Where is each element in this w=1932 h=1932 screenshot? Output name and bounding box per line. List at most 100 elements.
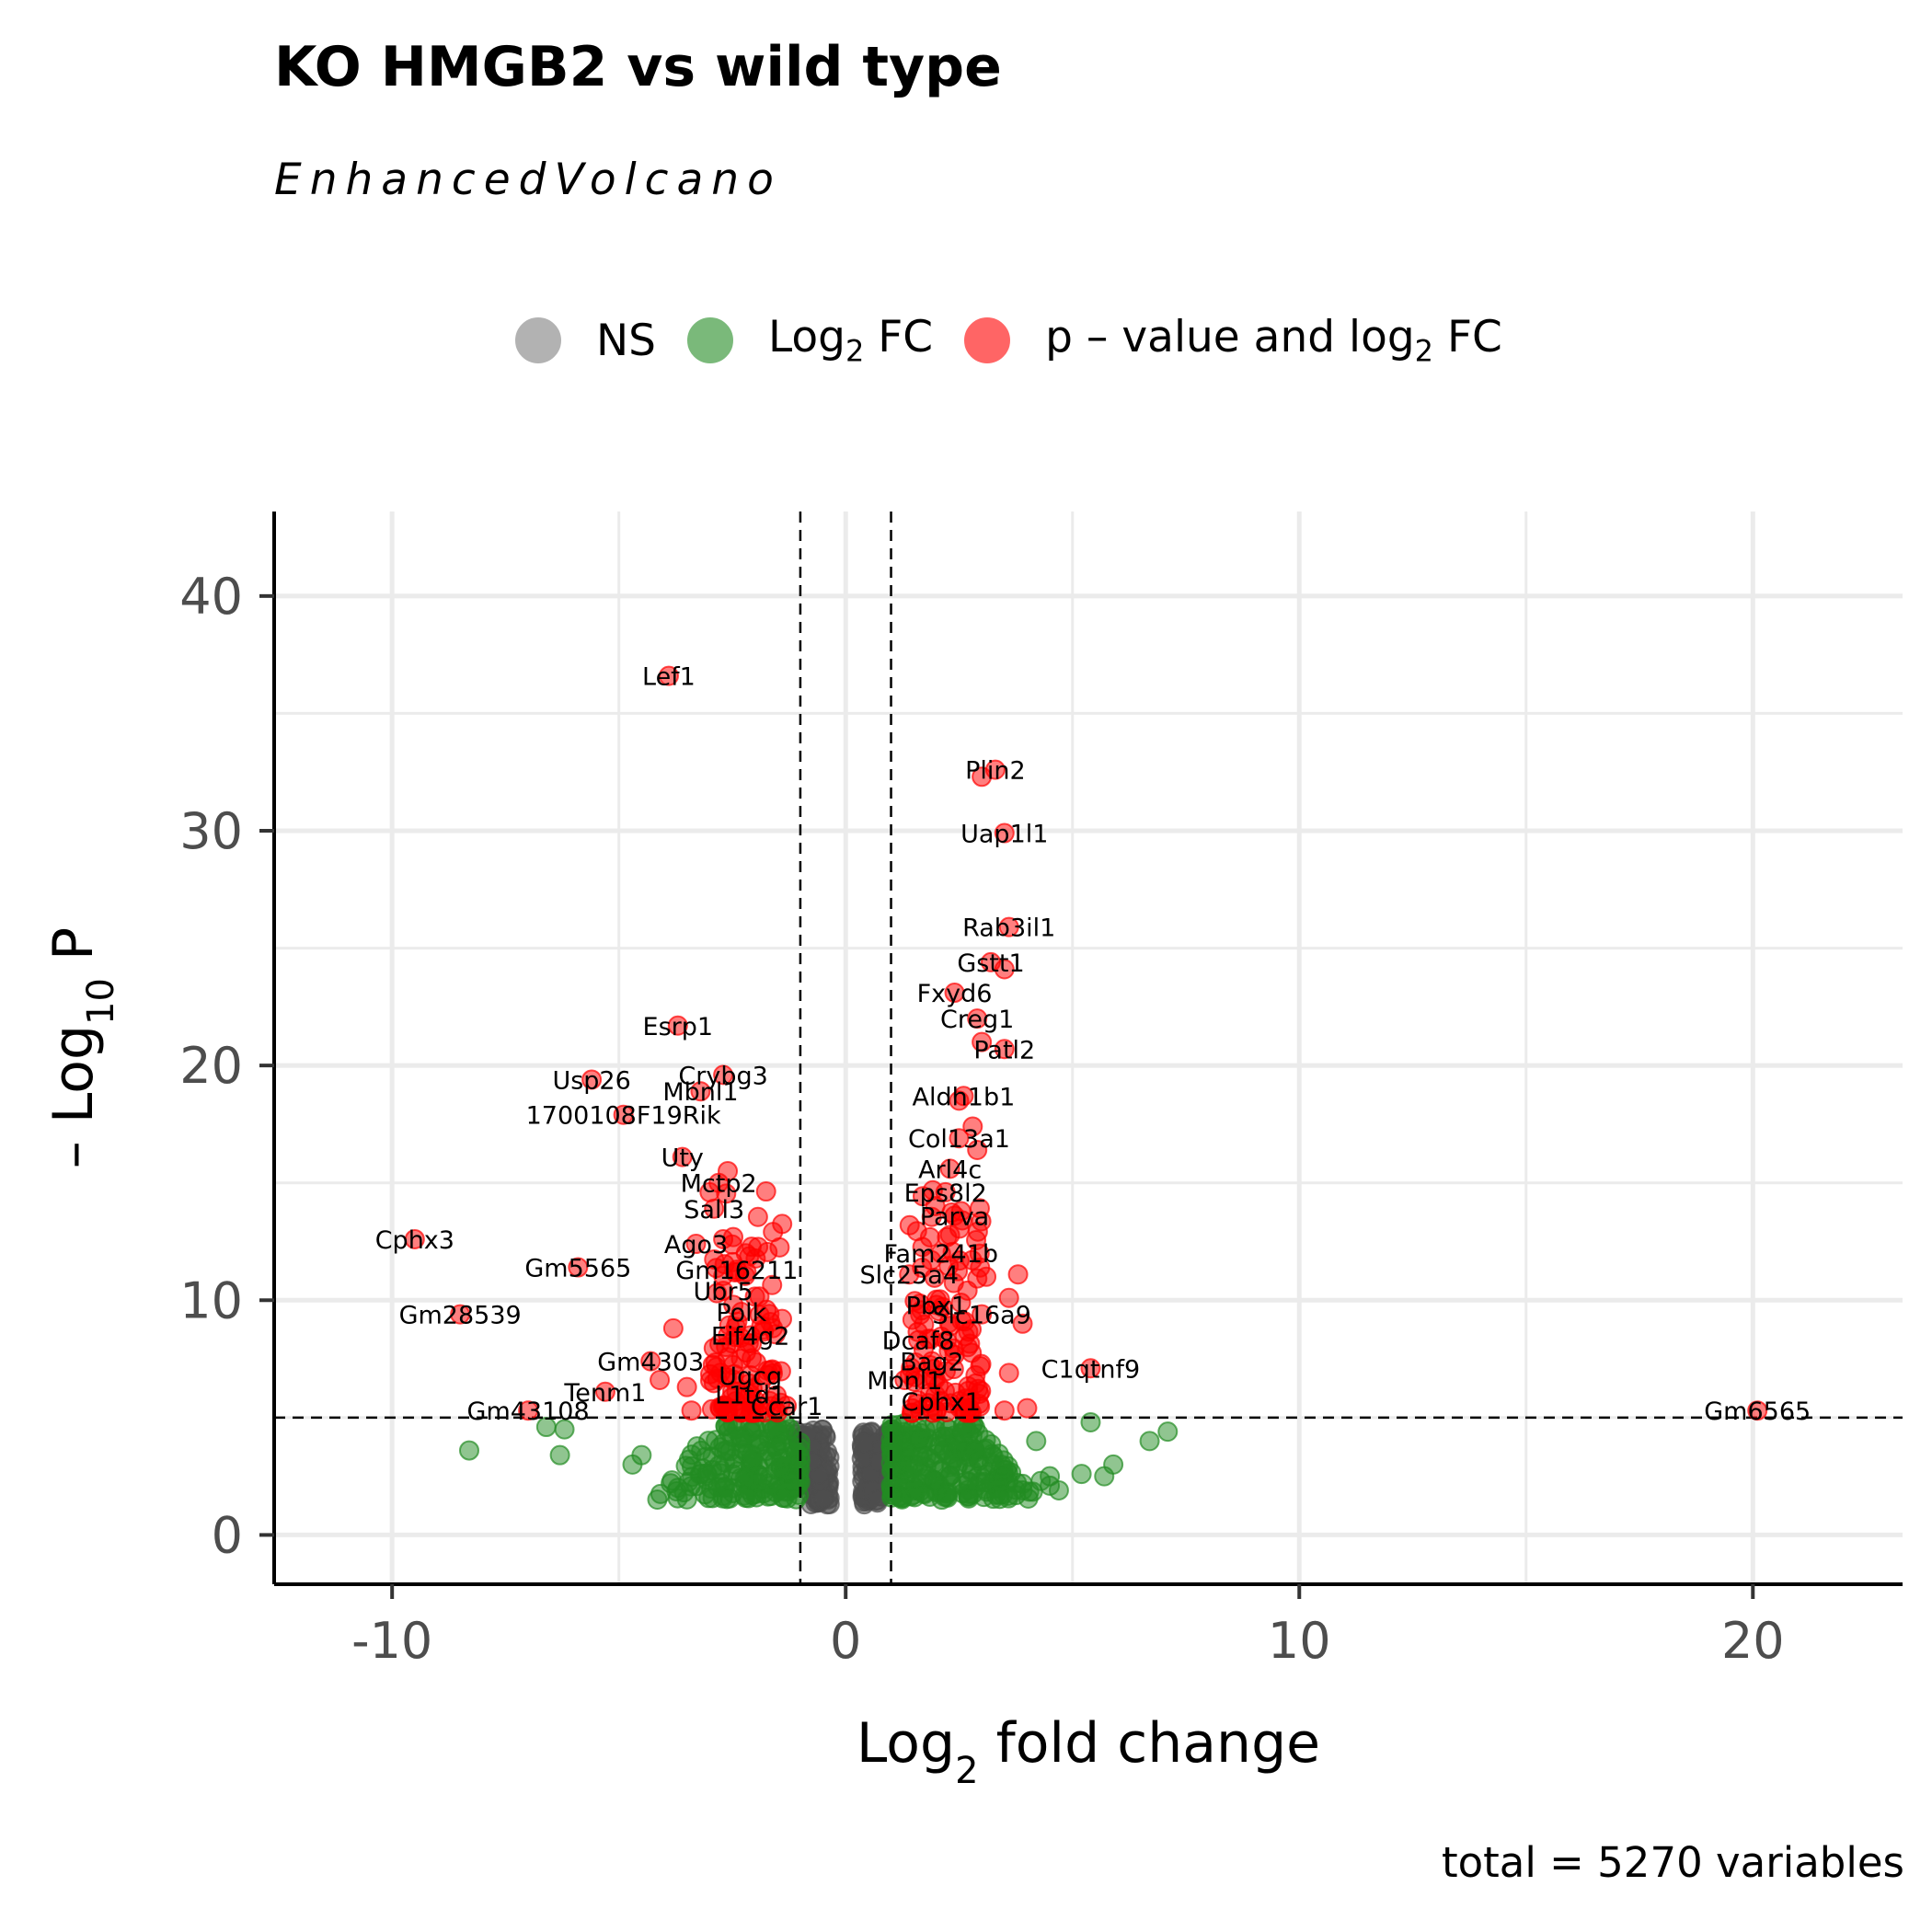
log2fc-point: [755, 1441, 776, 1462]
legend-item-log2fc: Log2 FC: [687, 312, 933, 369]
log2fc-point: [764, 1419, 785, 1440]
data-point: [930, 1243, 951, 1264]
sig-point: [958, 1321, 979, 1342]
data-point: [690, 1081, 711, 1102]
gene-label: Bag2: [900, 1349, 963, 1377]
sig-point: [703, 1338, 724, 1359]
gene-label: Tenm1: [563, 1379, 646, 1408]
log2fc-point: [631, 1444, 652, 1466]
x-tick-label: 20: [1721, 1612, 1785, 1670]
y-tick-label: 30: [179, 802, 243, 860]
legend-item-both: p – value and log2 FC: [964, 312, 1502, 369]
log2fc-point: [992, 1466, 1013, 1488]
data-point: [594, 1381, 615, 1402]
data-point: [972, 766, 993, 788]
data-point: [518, 1400, 539, 1421]
sig-point: [969, 1384, 990, 1405]
sig-point: [969, 1198, 990, 1219]
gene-label: Parva: [920, 1202, 989, 1231]
gene-label: Usp26: [552, 1066, 630, 1095]
sig-point: [950, 1292, 972, 1313]
legend-key-both: [964, 316, 1011, 363]
gene-label: Eif4g2: [711, 1323, 790, 1351]
log2fc-point: [882, 1485, 903, 1506]
gene-label: Polk: [716, 1299, 766, 1328]
data-point: [894, 1370, 915, 1391]
x-axis-title: Log2 fold change: [857, 1711, 1320, 1792]
gene-label: Gstt1: [957, 949, 1024, 978]
gene-label: Arl4c: [918, 1156, 982, 1184]
data-point: [972, 1304, 993, 1325]
data-point: [730, 1302, 752, 1323]
log2fc-point: [958, 1471, 979, 1492]
log2fc-point: [549, 1444, 570, 1466]
sig-point: [921, 1206, 942, 1227]
data-point: [994, 959, 1015, 980]
data-point: [404, 1228, 425, 1249]
legend-label-both: p – value and log2 FC: [1045, 312, 1502, 369]
data-point: [776, 1396, 798, 1417]
gene-label: Gm43108: [467, 1397, 590, 1426]
data-point: [676, 1376, 697, 1397]
data-point: [735, 1243, 756, 1264]
sig-point: [747, 1206, 768, 1227]
y-tick-label: 10: [179, 1271, 243, 1329]
log2fc-point: [908, 1429, 929, 1450]
log2fc-point: [712, 1486, 733, 1507]
gene-label: Mctp2: [681, 1170, 757, 1199]
sig-point: [938, 1340, 960, 1362]
log2fc-point: [975, 1430, 996, 1451]
data-point: [949, 1090, 970, 1111]
gene-label: 1700108F19Rik: [526, 1102, 721, 1131]
log2fc-point: [1048, 1479, 1069, 1501]
log2fc-point: [1157, 1421, 1179, 1443]
legend-item-ns: NS: [515, 316, 656, 366]
data-point: [1007, 1264, 1029, 1285]
sig-point: [703, 1373, 724, 1394]
sig-point: [722, 1354, 743, 1375]
gene-label: Col13a1: [908, 1125, 1010, 1154]
gene-label: Gm6565: [1704, 1397, 1811, 1426]
gene-label: Fxyd6: [917, 980, 993, 1008]
data-point: [930, 1390, 951, 1411]
data-point: [967, 1139, 988, 1160]
gene-label: Gm5565: [524, 1255, 631, 1283]
data-point: [921, 1351, 942, 1372]
gene-label: Eps8l2: [904, 1179, 987, 1208]
chart-subtitle: EnhancedVolcano: [274, 155, 782, 205]
gene-label: Gm16211: [675, 1257, 798, 1285]
log2fc-point: [926, 1433, 947, 1455]
log2fc-point: [678, 1449, 699, 1470]
data-point: [699, 1181, 720, 1202]
point-cloud: [459, 1179, 1179, 1515]
gene-label: Cphx1: [902, 1388, 981, 1417]
data-point: [976, 1266, 997, 1287]
axes: 0 10 20 30 40 -10 0 10 20: [179, 512, 1903, 1670]
log2fc-point: [914, 1484, 935, 1505]
gene-label: Dcaf8: [882, 1328, 955, 1356]
y-tick-label: 0: [212, 1506, 243, 1564]
data-point: [944, 983, 965, 1004]
gene-label: Pbx1: [906, 1292, 968, 1320]
log2fc-point: [761, 1475, 782, 1496]
data-point: [640, 1351, 661, 1372]
log2fc-point: [696, 1446, 717, 1467]
legend-label-ns: NS: [596, 315, 656, 366]
log2fc-point: [1080, 1411, 1101, 1432]
gene-label: Slc25a4: [859, 1261, 959, 1290]
gene-label: Uty: [661, 1144, 704, 1173]
log2fc-point: [554, 1419, 575, 1440]
data-point: [935, 1181, 956, 1202]
data-point: [650, 1370, 671, 1391]
data-point: [967, 1008, 988, 1029]
gene-label: Plin2: [965, 757, 1026, 786]
log2fc-point: [952, 1423, 973, 1444]
data-point: [713, 1228, 734, 1249]
legend: NS Log2 FC p – value and log2 FC: [515, 304, 1534, 377]
data-point: [662, 1317, 684, 1339]
sig-point: [772, 1213, 793, 1235]
data-point: [994, 822, 1015, 844]
data-point: [972, 1031, 993, 1052]
gene-label: Lef1: [642, 663, 696, 692]
